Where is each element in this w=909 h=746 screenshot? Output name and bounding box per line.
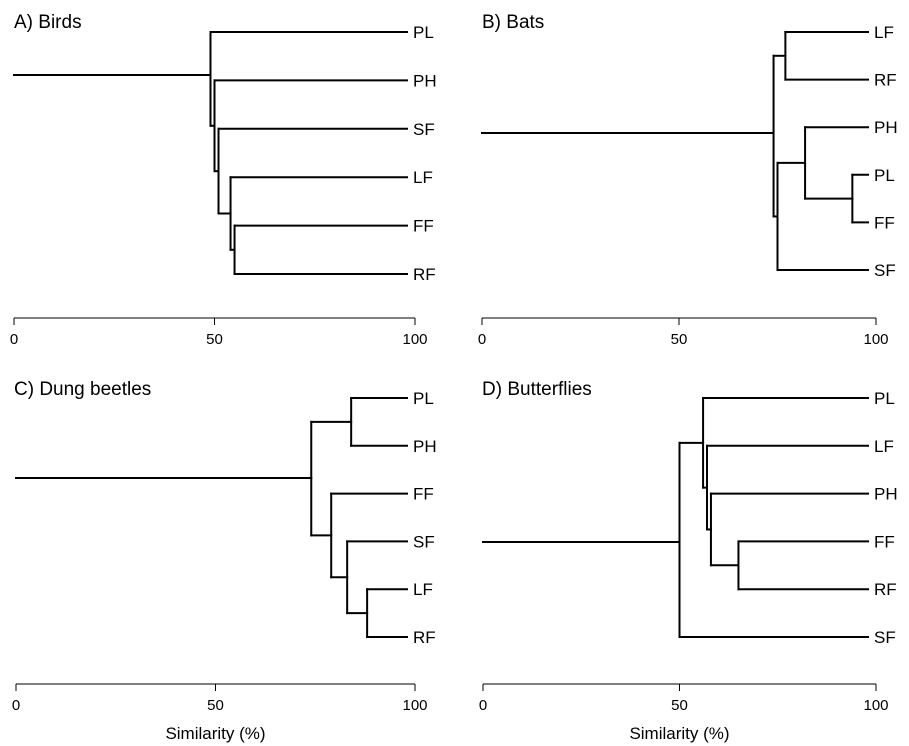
dendrogram-panel: C) Dung beetles PL PH FF SF LF RF 0 50 100 Similar… [12, 379, 437, 743]
leaf-label-ff: FF [413, 485, 434, 504]
leaf-label-pl: PL [413, 389, 434, 408]
leaf-label-ph: PH [413, 71, 437, 90]
x-tick-label: 0 [478, 331, 486, 348]
leaf-label-lf: LF [413, 580, 433, 599]
leaf-label-lf: LF [413, 168, 433, 187]
x-axis-label: Similarity (%) [165, 724, 265, 743]
leaf-label-pl: PL [874, 389, 895, 408]
leaf-label-pl: PL [413, 23, 434, 42]
leaf-label-ff: FF [874, 532, 895, 551]
dendrogram-panel: D) Butterflies PL LF PH FF RF SF 0 50 100 Similari… [479, 379, 898, 743]
panel-title: C) Dung beetles [14, 379, 151, 400]
leaf-label-pl: PL [874, 166, 895, 185]
x-tick-label: 100 [402, 331, 427, 348]
leaf-label-ff: FF [874, 213, 895, 232]
x-tick-label: 50 [207, 697, 224, 714]
leaf-label-lf: LF [874, 23, 894, 42]
x-tick-label: 50 [671, 697, 688, 714]
leaf-label-sf: SF [413, 532, 435, 551]
leaf-label-sf: SF [874, 261, 896, 280]
x-tick-label: 0 [479, 697, 487, 714]
leaf-label-rf: RF [874, 71, 897, 90]
leaf-label-ph: PH [413, 437, 437, 456]
x-tick-label: 0 [12, 697, 20, 714]
leaf-label-ff: FF [413, 217, 434, 236]
leaf-label-sf: SF [874, 628, 896, 647]
x-tick-label: 50 [206, 331, 223, 348]
leaf-label-ph: PH [874, 118, 898, 137]
x-axis-label: Similarity (%) [629, 724, 729, 743]
leaf-label-rf: RF [874, 580, 897, 599]
dendrogram-panel: B) Bats LF RF PH PL FF SF 0 50 100 [478, 12, 898, 348]
x-tick-label: 100 [863, 331, 888, 348]
leaf-label-rf: RF [413, 265, 436, 284]
x-tick-label: 50 [671, 331, 688, 348]
dendrogram-panel: A) Birds PL PH SF LF FF RF 0 50 100 [10, 12, 437, 348]
leaf-label-sf: SF [413, 120, 435, 139]
x-tick-label: 100 [863, 697, 888, 714]
leaf-label-rf: RF [413, 628, 436, 647]
x-tick-label: 100 [402, 697, 427, 714]
panel-title: D) Butterflies [482, 379, 592, 400]
leaf-label-ph: PH [874, 485, 898, 504]
leaf-label-lf: LF [874, 437, 894, 456]
x-tick-label: 0 [10, 331, 18, 348]
panel-title: A) Birds [14, 12, 82, 33]
panel-title: B) Bats [482, 12, 544, 33]
